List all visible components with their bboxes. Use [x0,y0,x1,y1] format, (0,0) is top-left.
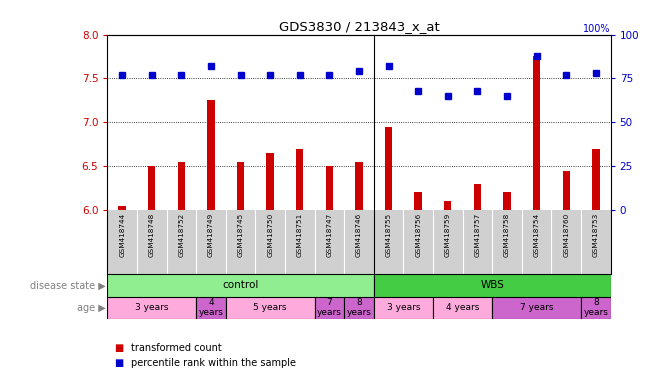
Text: ■: ■ [114,343,123,353]
Bar [344,296,374,319]
Text: control: control [222,280,259,290]
Bar [266,153,274,210]
Bar [493,296,581,319]
Text: GSM418747: GSM418747 [326,213,332,257]
Title: GDS3830 / 213843_x_at: GDS3830 / 213843_x_at [278,20,440,33]
Bar [415,192,422,210]
Text: GSM418752: GSM418752 [178,213,185,257]
Text: GSM418756: GSM418756 [415,213,421,257]
Bar [503,192,511,210]
Bar [237,162,244,210]
Bar [196,296,225,319]
Bar [355,162,363,210]
Text: disease state ▶: disease state ▶ [30,280,106,290]
Text: 100%: 100% [583,24,611,34]
Bar [107,274,374,296]
Text: GSM418753: GSM418753 [592,213,599,257]
Text: WBS: WBS [480,280,504,290]
Text: age ▶: age ▶ [77,303,106,313]
Text: GSM418744: GSM418744 [119,213,125,257]
Bar [207,100,215,210]
Text: GSM418750: GSM418750 [267,213,273,257]
Bar [325,166,333,210]
Text: ■: ■ [114,358,123,368]
Text: 3 years: 3 years [386,303,420,312]
Text: GSM418758: GSM418758 [504,213,510,257]
Bar [148,166,156,210]
Text: GSM418745: GSM418745 [238,213,244,257]
Text: GSM418755: GSM418755 [386,213,392,257]
Text: percentile rank within the sample: percentile rank within the sample [131,358,296,368]
Bar [433,296,493,319]
Text: GSM418759: GSM418759 [445,213,451,257]
Text: 4 years: 4 years [446,303,479,312]
Bar [374,296,433,319]
Text: GSM418748: GSM418748 [149,213,155,257]
Text: transformed count: transformed count [131,343,221,353]
Bar [444,201,452,210]
Text: GSM418746: GSM418746 [356,213,362,257]
Bar [562,170,570,210]
Text: GSM418751: GSM418751 [297,213,303,257]
Bar [315,296,344,319]
Text: 7 years: 7 years [520,303,554,312]
Bar [592,149,599,210]
Text: 8
years: 8 years [583,298,608,317]
Bar [533,56,540,210]
Bar [107,296,196,319]
Text: 3 years: 3 years [135,303,168,312]
Text: 8
years: 8 years [346,298,372,317]
Bar [474,184,481,210]
Text: GSM418757: GSM418757 [474,213,480,257]
Bar [374,274,611,296]
Text: 5 years: 5 years [254,303,287,312]
Text: GSM418760: GSM418760 [563,213,569,257]
Text: GSM418754: GSM418754 [533,213,539,257]
Bar [225,296,315,319]
Bar [581,296,611,319]
Bar [178,162,185,210]
Text: 7
years: 7 years [317,298,342,317]
Text: GSM418749: GSM418749 [208,213,214,257]
Text: 4
years: 4 years [199,298,223,317]
Bar [385,127,393,210]
Bar [296,149,303,210]
Bar [119,205,126,210]
